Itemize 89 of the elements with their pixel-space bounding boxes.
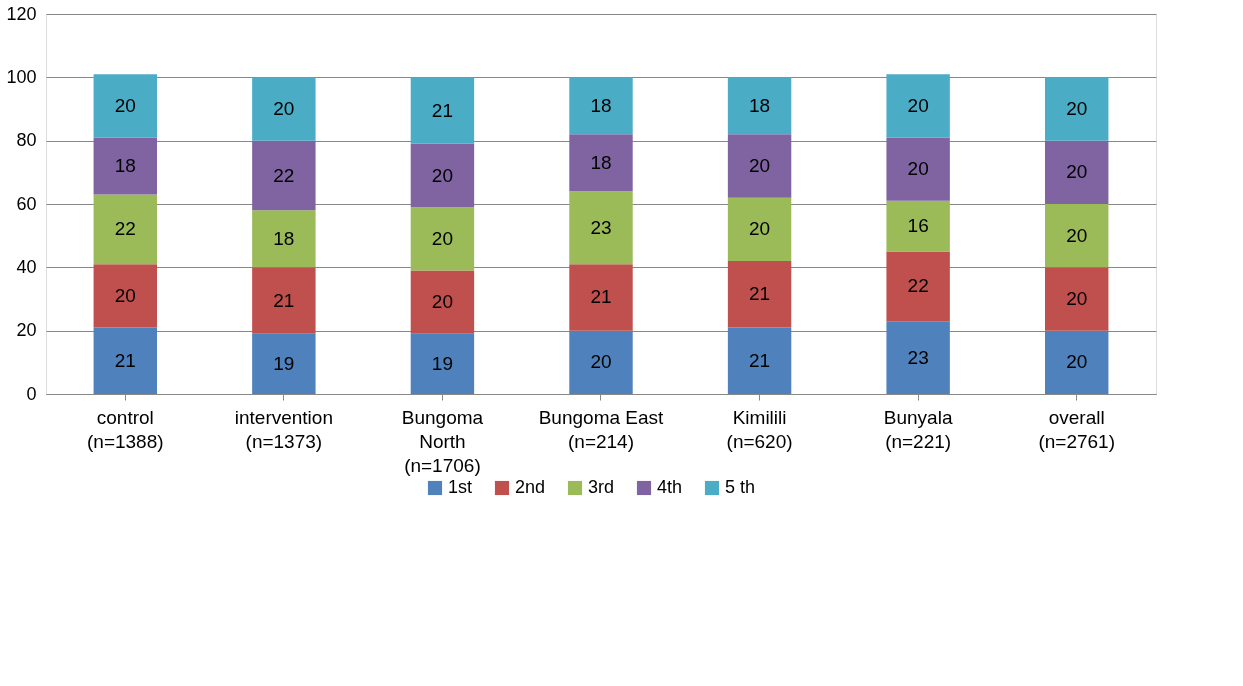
data-label: 20 (1066, 161, 1088, 183)
bar (93, 264, 157, 328)
bar (569, 264, 633, 331)
bar (252, 140, 316, 211)
data-label: 20 (749, 155, 771, 176)
bar (252, 77, 316, 141)
y-tick-label: 60 (16, 193, 37, 214)
bar (886, 321, 950, 394)
data-label: 20 (273, 98, 295, 119)
data-label: 21 (749, 349, 771, 371)
x-tick-label: Bunyala (n=221) (883, 406, 953, 452)
bar (569, 134, 633, 192)
data-label: 22 (273, 164, 295, 186)
bar (886, 137, 950, 201)
bar (727, 261, 792, 328)
data-label: 16 (907, 215, 929, 237)
legend-label: 3rd (588, 477, 615, 497)
data-label: 21 (431, 99, 453, 121)
x-tick-label: intervention (n=1373) (234, 406, 333, 452)
bar (569, 191, 633, 265)
bar (93, 327, 157, 394)
bar (252, 267, 316, 334)
legend-label: 4th (657, 477, 683, 497)
data-label: 20 (590, 351, 612, 373)
data-label: 20 (1066, 98, 1088, 119)
bar (569, 330, 633, 394)
legend-label: 2nd (515, 477, 546, 497)
bar (252, 210, 316, 268)
bar (569, 77, 633, 135)
data-label: 20 (749, 218, 771, 240)
bar (727, 327, 792, 394)
x-tick-label: overall (n=2761) (1038, 406, 1116, 452)
x-tick-label: Bungoma East (n=214) (538, 406, 665, 452)
data-label: 23 (907, 346, 929, 368)
data-label: 20 (1066, 224, 1088, 246)
bar (727, 134, 792, 198)
bar (93, 74, 157, 138)
data-label: 20 (907, 158, 929, 180)
y-tick-label: 0 (26, 383, 37, 404)
bar (727, 77, 792, 135)
x-tick-label: Bungoma North (n=1706) (401, 406, 484, 476)
data-label: 20 (431, 227, 453, 249)
data-label: 18 (590, 151, 612, 173)
x-tick-label: control (n=1388) (86, 406, 164, 452)
bar (1045, 140, 1109, 204)
data-label: 21 (114, 349, 136, 371)
legend-label: 5 th (725, 477, 756, 497)
data-label: 18 (749, 94, 771, 116)
y-tick-label: 40 (16, 256, 37, 277)
bar (1045, 77, 1109, 141)
bar (93, 194, 157, 265)
data-label: 20 (1066, 288, 1088, 309)
data-label: 21 (273, 289, 295, 311)
bar (886, 251, 950, 322)
bar (1045, 267, 1109, 331)
x-tick-label: Kimilili (n=620) (726, 406, 793, 452)
bar (252, 333, 316, 394)
bar (1045, 330, 1109, 394)
bar (886, 74, 950, 138)
data-label: 20 (431, 164, 453, 186)
data-label: 23 (590, 216, 612, 238)
data-label: 22 (907, 275, 929, 297)
bar (93, 137, 157, 195)
bar (410, 270, 475, 334)
data-label: 18 (273, 227, 295, 249)
data-label: 19 (431, 352, 453, 374)
y-tick-label: 20 (16, 320, 37, 341)
data-label: 22 (114, 218, 136, 240)
bar (1045, 204, 1109, 268)
data-label: 20 (1066, 351, 1088, 373)
data-label: 19 (273, 352, 295, 374)
data-label: 20 (907, 94, 929, 116)
y-tick-label: 100 (6, 66, 37, 87)
data-label: 18 (114, 155, 136, 176)
bar (410, 77, 475, 144)
y-tick-label: 80 (16, 130, 37, 151)
bar (410, 207, 475, 271)
data-label: 18 (590, 94, 612, 116)
data-label: 21 (590, 286, 612, 308)
data-label: 21 (749, 283, 771, 305)
y-tick-label: 120 (6, 3, 37, 24)
data-label: 20 (431, 291, 453, 313)
bar (886, 200, 950, 252)
bar (410, 143, 475, 208)
data-label: 20 (114, 94, 136, 116)
bar (410, 333, 475, 394)
data-label: 20 (114, 284, 136, 306)
bar (727, 197, 792, 261)
legend-label: 1st (448, 477, 473, 497)
